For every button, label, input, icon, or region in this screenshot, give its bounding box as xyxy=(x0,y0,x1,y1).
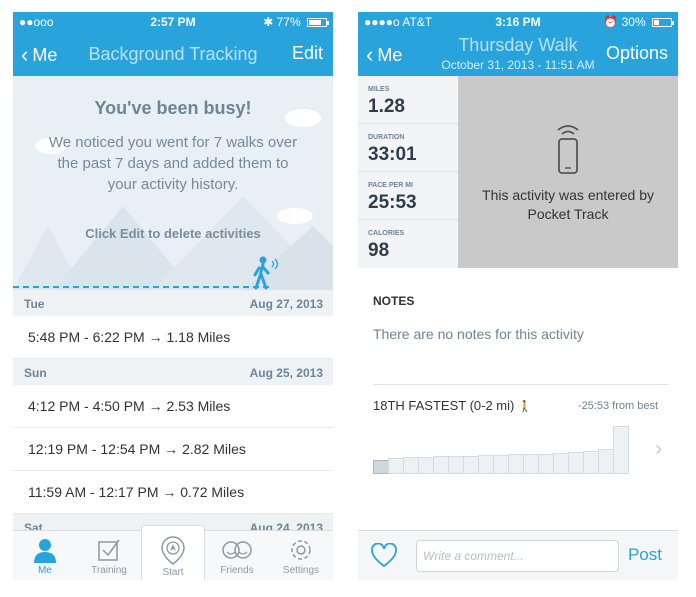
banner-heading: You've been busy! xyxy=(94,98,252,118)
carrier-signal: ●●●●o AT&T xyxy=(364,15,433,29)
busy-banner: You've been busy! We noticed you went fo… xyxy=(13,76,333,290)
nav-bar: ‹ Me Background Tracking Edit xyxy=(13,32,333,76)
ranking-bar xyxy=(523,454,539,474)
comment-bar: Post xyxy=(358,530,678,580)
ranking-bar xyxy=(418,457,434,474)
ranking-bar xyxy=(583,451,599,474)
walker-icon xyxy=(253,256,279,290)
tab-friends[interactable]: Friends xyxy=(205,531,269,580)
nav-title: Thursday Walk xyxy=(458,35,578,55)
stat-calories: CALORIES 98 xyxy=(368,230,405,261)
stat-miles: MILES 1.28 xyxy=(358,76,458,124)
status-bar: ●●ooo 2:57 PM ✱ 77% xyxy=(13,12,333,32)
friends-icon xyxy=(222,541,252,559)
stats-panel: MILES 1.28 DURATION 33:01 PACE PER MI 25… xyxy=(358,76,458,268)
gear-icon xyxy=(291,540,311,560)
ranking-label[interactable]: 18TH FASTEST (0-2 mi) 🚶 xyxy=(373,398,533,413)
ranking-bar xyxy=(388,458,404,474)
nav-title: Background Tracking xyxy=(88,44,258,64)
tab-settings[interactable]: Settings xyxy=(269,531,333,580)
ranking-bar xyxy=(373,460,389,474)
tab-bar: Me Training Start Friends Settings xyxy=(13,525,333,580)
ranking-bar xyxy=(538,454,554,474)
ranking-bar xyxy=(448,456,464,474)
bluetooth-icon: ✱ xyxy=(263,15,274,29)
divider xyxy=(373,384,668,385)
options-button[interactable]: Options xyxy=(605,43,668,63)
walk-row[interactable]: 5:48 PM - 6:22 PM → 1.18 Miles xyxy=(13,316,333,359)
chevron-right-icon[interactable]: › xyxy=(655,438,662,460)
ranking-bar xyxy=(403,457,419,474)
comment-input[interactable] xyxy=(416,540,619,572)
checkbox-icon xyxy=(98,539,120,561)
status-bar: ●●●●o AT&T 3:16 PM ⏰ 30% xyxy=(358,12,678,32)
stat-duration: DURATION 33:01 xyxy=(358,124,458,172)
notes-heading: NOTES xyxy=(373,294,415,308)
location-pin-icon xyxy=(161,536,185,565)
day-header: Tue Aug 27, 2013 xyxy=(13,290,333,316)
from-best: -25:53 from best xyxy=(577,400,658,412)
tab-training[interactable]: Training xyxy=(77,531,141,580)
phone-signal-icon xyxy=(557,125,579,174)
ranking-bar xyxy=(478,455,494,474)
post-button[interactable]: Post xyxy=(627,545,662,564)
battery-status: ⏰ 30% xyxy=(603,15,674,29)
ranking-bar xyxy=(568,452,584,474)
entered-by-panel: This activity was entered by Pocket Trac… xyxy=(458,76,678,268)
ranking-bar xyxy=(433,456,449,474)
back-label: Me xyxy=(377,45,403,65)
ranking-bar xyxy=(463,456,479,474)
battery-percent: 77% xyxy=(276,15,301,29)
battery-icon xyxy=(652,18,674,27)
back-label: Me xyxy=(32,45,58,65)
ranking-bar xyxy=(508,454,524,474)
chevron-left-icon: ‹ xyxy=(21,42,29,67)
stat-pace: PACE PER MI 25:53 xyxy=(358,172,458,220)
edit-button[interactable]: Edit xyxy=(291,43,323,63)
person-icon xyxy=(34,539,56,563)
walk-row[interactable]: 11:59 AM - 12:17 PM → 0.72 Miles xyxy=(13,471,333,514)
alarm-icon: ⏰ xyxy=(603,15,619,29)
ranking-bar xyxy=(493,455,509,474)
activity-detail-screen: ●●●●o AT&T 3:16 PM ⏰ 30% ‹ Me Thursday Wa… xyxy=(358,12,678,580)
ranking-bars[interactable] xyxy=(373,417,643,474)
mountains-illustration xyxy=(13,109,333,290)
back-button[interactable]: ‹ Me xyxy=(21,42,57,68)
status-time: 3:16 PM xyxy=(495,15,541,29)
walk-row[interactable]: 12:19 PM - 12:54 PM → 2.82 Miles xyxy=(13,428,333,471)
battery-icon xyxy=(307,18,329,27)
back-button[interactable]: ‹ Me xyxy=(366,42,402,68)
ranking-bar xyxy=(613,426,629,474)
nav-subtitle: October 31, 2013 - 11:51 AM xyxy=(441,58,595,72)
edit-hint: Click Edit to delete activities xyxy=(85,226,261,241)
heart-icon[interactable] xyxy=(370,543,398,569)
chevron-left-icon: ‹ xyxy=(366,42,374,67)
tab-me[interactable]: Me xyxy=(13,531,77,580)
tab-start[interactable]: Start xyxy=(141,525,205,580)
background-tracking-screen: ●●ooo 2:57 PM ✱ 77% ‹ Me Background Track… xyxy=(13,12,333,580)
walker-icon: 🚶 xyxy=(518,401,533,413)
status-time: 2:57 PM xyxy=(150,15,196,29)
walk-row[interactable]: 4:12 PM - 4:50 PM → 2.53 Miles xyxy=(13,385,333,428)
signal-indicator: ●●ooo xyxy=(19,15,54,29)
battery-status: ✱ 77% xyxy=(263,15,329,29)
ranking-bar xyxy=(553,453,569,474)
day-header: Sun Aug 25, 2013 xyxy=(13,359,333,385)
entered-by-text: This activity was entered by Pocket Trac… xyxy=(482,187,654,222)
battery-percent: 30% xyxy=(621,15,646,29)
ranking-bar xyxy=(598,449,614,474)
nav-bar: ‹ Me Thursday Walk October 31, 2013 - 11:… xyxy=(358,32,678,76)
track-line xyxy=(13,286,269,288)
banner-body: We noticed you went for 7 walks over the… xyxy=(48,134,298,193)
notes-text[interactable]: There are no notes for this activity xyxy=(373,326,584,342)
